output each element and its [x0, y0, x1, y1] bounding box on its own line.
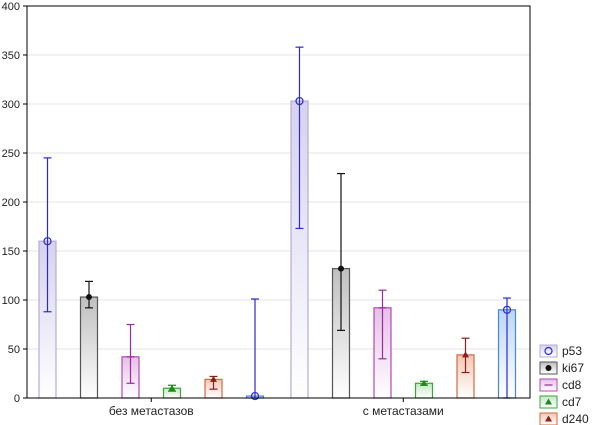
y-tick-label: 200 [2, 197, 20, 209]
legend-label: p53 [562, 344, 582, 358]
point-marker [502, 305, 512, 314]
x-tick-label: с метастазами [363, 404, 444, 418]
point-marker [462, 351, 469, 358]
point-marker [210, 375, 217, 382]
bars [38, 46, 517, 401]
x-tick-label: без метастазов [109, 404, 194, 418]
y-tick-label: 300 [2, 99, 20, 111]
y-tick-label: 150 [2, 246, 20, 258]
y-tick-label: 100 [2, 295, 20, 307]
point-marker [545, 415, 552, 422]
point-marker [86, 294, 92, 301]
legend-label: cd7 [562, 395, 582, 409]
y-tick-label: 350 [2, 50, 20, 62]
y-tick-label: 250 [2, 148, 20, 160]
legend-label: cd8 [562, 378, 582, 392]
legend: p53 ki67 cd8 cd7 d240 [539, 344, 589, 425]
y-tick-label: 0 [14, 393, 20, 405]
y-tick-label: 50 [8, 344, 20, 356]
point-marker [420, 379, 428, 386]
grid [27, 5, 530, 350]
legend-label: ki67 [562, 361, 584, 375]
point-marker [168, 384, 176, 391]
axes: 0 50 100 150 200 250 300 350 400 без метастазов с … [2, 1, 531, 418]
plot-frame [26, 5, 531, 399]
legend-label: d240 [562, 412, 589, 425]
legend-swatch [539, 344, 558, 358]
point-marker [295, 96, 304, 106]
point-marker [43, 237, 52, 246]
bar [79, 296, 99, 399]
point-marker [545, 365, 552, 371]
point-marker [250, 391, 260, 401]
point-marker [545, 398, 552, 405]
point-marker [544, 346, 553, 356]
y-tick-label: 400 [2, 1, 20, 13]
point-marker [338, 265, 344, 272]
